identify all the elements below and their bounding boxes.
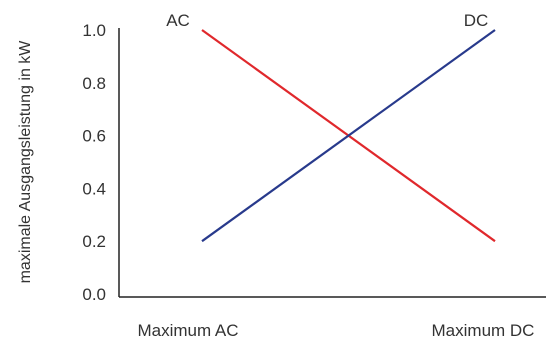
y-tick-label: 1.0 [82, 21, 106, 40]
series-line-dc [201, 29, 496, 243]
series-labels: AC DC [166, 11, 488, 30]
y-axis-title: maximale Ausgangsleistung in kW [17, 40, 34, 284]
y-tick-label: 0.4 [82, 179, 106, 198]
x-category-label: Maximum AC [137, 321, 238, 340]
y-axis-ticks: 0.0 0.2 0.4 0.6 0.8 1.0 [82, 21, 106, 304]
series-label-dc: DC [464, 11, 489, 30]
y-tick-label: 0.2 [82, 232, 106, 251]
y-tick-label: 0.8 [82, 74, 106, 93]
series-lines [201, 29, 496, 243]
y-tick-label: 0.6 [82, 127, 106, 146]
y-tick-label: 0.0 [82, 285, 106, 304]
x-category-label: Maximum DC [432, 321, 535, 340]
series-label-ac: AC [166, 11, 190, 30]
x-axis-categories: Maximum AC Maximum DC [137, 321, 534, 340]
